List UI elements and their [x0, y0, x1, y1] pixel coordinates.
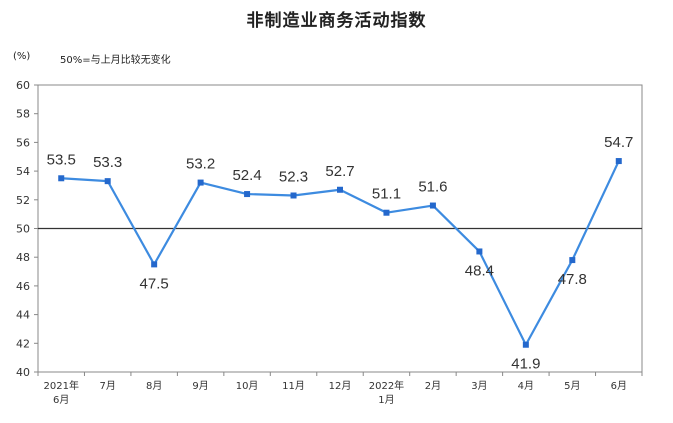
- y-tick-label: 52: [16, 194, 30, 207]
- data-point: [197, 179, 204, 186]
- y-tick-label: 46: [16, 280, 30, 293]
- data-point: [429, 202, 436, 209]
- y-tick-label: 58: [16, 108, 30, 121]
- data-label: 48.4: [465, 262, 494, 279]
- y-tick-label: 60: [16, 79, 30, 92]
- y-tick-label: 48: [16, 251, 30, 264]
- y-tick-label: 40: [16, 366, 30, 379]
- data-label: 53.5: [47, 151, 76, 168]
- x-tick-label: 10月: [236, 380, 259, 392]
- x-tick-label: 7月: [100, 380, 116, 392]
- data-point: [383, 209, 390, 216]
- data-point: [337, 186, 343, 193]
- data-point: [615, 158, 622, 165]
- chart-note: 50%=与上月比较无变化: [60, 55, 171, 66]
- data-point: [569, 257, 576, 264]
- x-tick-label: 5月: [564, 380, 580, 392]
- data-label: 41.9: [511, 356, 540, 373]
- y-tick-label: 56: [16, 136, 30, 149]
- data-point: [522, 341, 529, 348]
- data-label: 53.3: [93, 154, 122, 171]
- data-label: 52.4: [232, 167, 261, 184]
- y-tick-label: 50: [16, 223, 30, 236]
- data-label: 52.7: [325, 163, 354, 180]
- y-tick-label: 42: [16, 337, 30, 350]
- x-tick-label: 9月: [192, 380, 208, 392]
- data-label: 51.6: [418, 179, 447, 196]
- x-tick-label: 4月: [518, 380, 534, 392]
- y-axis-unit: (%): [13, 51, 31, 62]
- x-tick-label: 12月: [329, 380, 352, 392]
- x-tick-label: 6月: [611, 380, 627, 392]
- data-label: 54.7: [604, 134, 633, 151]
- x-tick-label: 2月: [425, 380, 441, 392]
- x-tick-label: 3月: [471, 380, 487, 392]
- x-tick-label: 2022年 1月: [369, 379, 404, 406]
- data-label: 47.8: [558, 271, 587, 288]
- data-point: [244, 191, 251, 198]
- y-tick-label: 54: [16, 165, 30, 178]
- x-tick-label: 2021年 6月: [44, 379, 79, 406]
- data-label: 47.5: [140, 275, 169, 292]
- data-point: [58, 175, 65, 182]
- x-tick-label: 8月: [146, 380, 162, 392]
- x-tick-label: 11月: [282, 380, 305, 392]
- data-point: [104, 178, 111, 185]
- chart-title: 非制造业商务活动指数: [246, 11, 427, 31]
- data-point: [151, 261, 158, 268]
- y-tick-label: 44: [16, 309, 30, 322]
- data-point: [290, 192, 297, 199]
- data-label: 51.1: [372, 186, 401, 203]
- data-point: [476, 248, 483, 255]
- data-label: 53.2: [186, 156, 215, 173]
- data-label: 52.3: [279, 168, 308, 185]
